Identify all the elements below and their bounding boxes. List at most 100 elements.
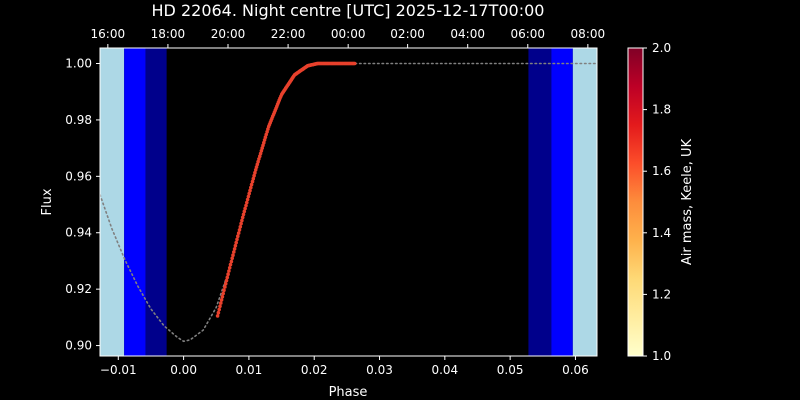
observed-point: [232, 247, 237, 251]
observed-point: [222, 288, 226, 293]
observed-point: [232, 250, 236, 254]
chart-title: HD 22064. Night centre [UTC] 2025-12-17T…: [152, 1, 545, 20]
observed-point: [252, 173, 256, 178]
observed-point: [237, 228, 242, 232]
top-time-axis: 16:00 18:00 20:00 22:00 00:00 02:00 04:00 06:00…: [91, 27, 606, 48]
observed-point: [239, 221, 243, 226]
twilight-band-0: [100, 48, 125, 356]
y-tick-label: 1.00: [65, 57, 92, 71]
x-axis: −0.01 0.00 0.01 0.02 0.03 0.04 0.05 0.06: [100, 356, 589, 377]
x-tick-label: −0.01: [100, 363, 137, 377]
observed-point: [234, 240, 238, 245]
x-tick-label: 0.03: [366, 363, 393, 377]
observed-point: [217, 307, 221, 312]
colorbar: [627, 47, 644, 357]
y-tick-label: 0.98: [65, 113, 92, 127]
twilight-band-4: [551, 48, 573, 356]
observed-point: [265, 130, 269, 134]
observed-point: [236, 234, 240, 238]
observed-point: [216, 310, 221, 315]
observed-point: [228, 262, 233, 267]
top-tick-label: 20:00: [211, 27, 246, 41]
top-tick-label: 04:00: [450, 27, 485, 41]
observed-point: [253, 168, 258, 172]
top-tick-label: 22:00: [271, 27, 306, 41]
observed-point: [215, 314, 220, 318]
observed-point: [242, 209, 247, 214]
y-tick-label: 0.90: [65, 339, 92, 353]
observed-point: [233, 243, 238, 248]
y-tick-label: 0.94: [65, 226, 92, 240]
observed-point: [227, 266, 232, 270]
x-tick-label: 0.06: [562, 363, 589, 377]
colorbar-tick-label: 1.4: [652, 226, 671, 240]
top-tick-label: 08:00: [571, 27, 606, 41]
observed-point: [230, 256, 234, 261]
plot-background: [100, 48, 597, 356]
top-tick-label: 18:00: [151, 27, 186, 41]
observed-point: [352, 61, 357, 66]
colorbar-label: Air mass, Keele, UK: [680, 138, 695, 265]
observed-point: [245, 197, 250, 202]
observed-point: [229, 259, 234, 264]
observed-point: [250, 179, 255, 184]
observed-point: [245, 200, 249, 205]
observed-point: [264, 132, 269, 137]
twilight-band-3: [528, 48, 552, 356]
observed-point: [249, 182, 254, 187]
y-axis: 0.90 0.92 0.94 0.96 0.98 1.00: [65, 57, 100, 353]
observed-point: [226, 272, 230, 277]
x-tick-label: 0.01: [236, 363, 263, 377]
x-tick-label: 0.04: [431, 363, 458, 377]
observed-point: [258, 151, 263, 156]
twilight-band-5: [572, 48, 597, 356]
observed-point: [219, 298, 224, 302]
x-axis-label: Phase: [329, 385, 368, 400]
observed-point: [257, 157, 261, 161]
observed-point: [235, 237, 239, 242]
observed-point: [244, 203, 248, 208]
twilight-band-1: [124, 48, 146, 356]
observed-point: [220, 294, 225, 299]
twilight-band-2: [145, 48, 167, 356]
observed-point: [224, 278, 229, 283]
observed-point: [219, 301, 223, 305]
observed-point: [262, 138, 267, 142]
y-axis-label: Flux: [40, 188, 55, 215]
observed-point: [255, 162, 260, 167]
observed-point: [258, 154, 262, 158]
observed-point: [238, 225, 243, 229]
observed-point: [251, 176, 256, 181]
colorbar-tick-label: 1.6: [652, 164, 671, 178]
top-tick-label: 02:00: [390, 27, 425, 41]
observed-point: [236, 231, 241, 235]
observed-point: [256, 159, 260, 164]
twilight-bands: [100, 48, 597, 356]
observed-point: [240, 218, 244, 223]
observed-point: [243, 206, 247, 211]
colorbar-tick-label: 1.0: [652, 349, 671, 363]
x-tick-label: 0.00: [170, 363, 197, 377]
observed-point: [221, 291, 225, 296]
observed-point: [248, 188, 252, 193]
observed-point: [249, 185, 253, 190]
x-tick-label: 0.02: [301, 363, 328, 377]
observed-point: [247, 191, 251, 196]
observed-point: [253, 170, 257, 175]
top-tick-label: 16:00: [91, 27, 126, 41]
observed-point: [223, 285, 227, 289]
observed-point: [261, 143, 265, 148]
observed-point: [227, 269, 231, 273]
y-tick-label: 0.96: [65, 169, 92, 183]
colorbar-axis: 1.0 1.2 1.4 1.6 1.8 2.0: [643, 41, 671, 363]
observed-point: [231, 253, 235, 257]
observed-point: [254, 165, 259, 169]
observed-point: [259, 149, 264, 153]
colorbar-tick-label: 1.2: [652, 287, 671, 301]
y-tick-label: 0.92: [65, 282, 92, 296]
observed-point: [260, 146, 265, 150]
colorbar-tick-label: 2.0: [652, 41, 671, 55]
colorbar-tick-label: 1.8: [652, 103, 671, 117]
observed-point: [223, 282, 228, 286]
